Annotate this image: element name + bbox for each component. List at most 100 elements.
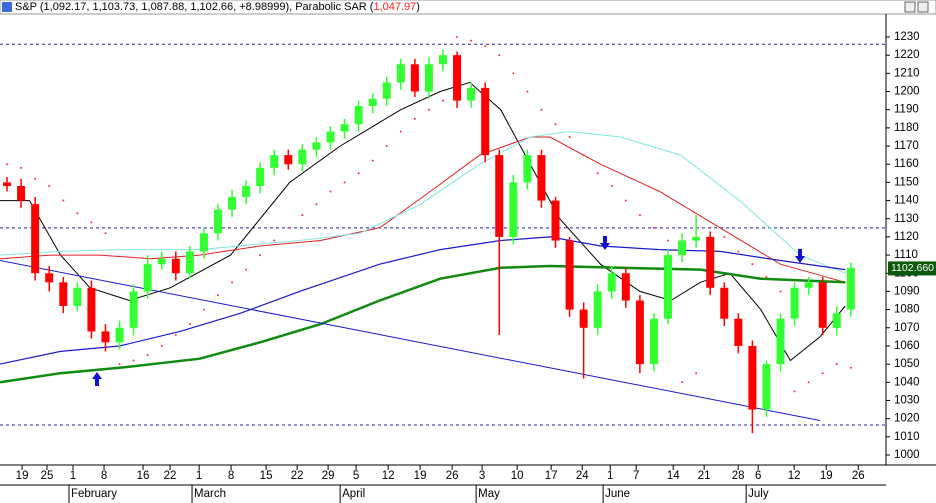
sar-dot — [245, 268, 248, 271]
sar-dot — [216, 294, 219, 297]
x-tick-label: 12 — [788, 470, 801, 482]
candle-body — [270, 155, 279, 168]
x-tick-label: 12 — [382, 470, 395, 482]
candle-body — [396, 64, 405, 83]
sar-dot — [765, 275, 768, 278]
sar-dot — [343, 181, 346, 184]
sar-dot — [6, 163, 9, 166]
sar-dot — [62, 199, 65, 202]
sar-dot — [146, 354, 149, 357]
candle-body — [734, 318, 743, 346]
month-label: May — [478, 488, 500, 500]
x-tick-label: 6 — [755, 470, 761, 482]
sar-dot — [526, 90, 529, 93]
sar-dot — [329, 190, 332, 193]
down-arrow — [795, 249, 805, 263]
candle-body — [171, 258, 180, 274]
candle-body — [720, 287, 729, 319]
candle-body — [424, 64, 433, 92]
x-tick-label: 14 — [667, 470, 680, 482]
sar-dot — [484, 45, 487, 48]
candle-body — [242, 186, 251, 197]
candle-body — [59, 282, 68, 306]
x-tick-label: 26 — [852, 470, 865, 482]
x-tick-label: 22 — [164, 470, 177, 482]
sar-dot — [34, 177, 37, 180]
sar-dot — [807, 381, 810, 384]
candle-body — [31, 204, 40, 274]
candle-body — [45, 273, 54, 283]
sar-dot — [427, 108, 430, 111]
candle-body — [635, 300, 644, 365]
candle-body — [101, 331, 110, 343]
month-label: June — [605, 488, 630, 500]
sar-dot — [568, 135, 571, 138]
candle-body — [213, 209, 222, 234]
x-tick-label: 8 — [101, 470, 107, 482]
sar-dot — [737, 250, 740, 253]
scroll-down-button[interactable] — [917, 1, 929, 13]
moving-average-line — [0, 236, 846, 365]
sar-dot — [413, 117, 416, 120]
candle-body — [537, 155, 546, 201]
up-arrow — [92, 372, 102, 386]
candle-body — [523, 155, 532, 183]
sar-dot — [596, 172, 599, 175]
trend-line — [0, 260, 820, 421]
marks — [0, 35, 886, 434]
moving-average-line — [0, 130, 846, 274]
sar-dot — [554, 123, 557, 126]
candle-body — [495, 155, 504, 237]
x-tick-label: 3 — [479, 470, 485, 482]
candle-body — [256, 167, 265, 187]
candle-body — [87, 287, 96, 332]
y-tick-label: 1110 — [894, 249, 918, 261]
sar-dot — [667, 239, 670, 242]
candle-body — [143, 264, 152, 292]
candle-body — [467, 87, 476, 101]
candle-body — [509, 182, 518, 237]
sar-dot — [470, 39, 473, 42]
sar-dot — [371, 159, 374, 162]
x-tick-label: 8 — [228, 470, 234, 482]
y-tick-label: 1150 — [894, 176, 919, 188]
x-tick-label: 19 — [414, 470, 427, 482]
y-tick-label: 1070 — [894, 322, 920, 334]
candle-body — [706, 236, 715, 288]
candle-body — [818, 282, 827, 328]
sar-dot — [315, 203, 318, 206]
title-bar — [0, 0, 936, 15]
sar-dot — [751, 263, 754, 266]
sar-dot — [835, 363, 838, 366]
candle-body — [3, 182, 12, 187]
candle-body — [565, 240, 574, 310]
sar-dot — [793, 390, 796, 393]
sar-dot — [160, 344, 163, 347]
sar-dot — [357, 172, 360, 175]
y-tick-label: 1010 — [894, 431, 920, 443]
x-tick-label: 29 — [322, 470, 335, 482]
candle-body — [439, 55, 447, 65]
sar-dot — [231, 281, 234, 284]
x-tick-label: 7 — [633, 470, 639, 482]
candle-body — [846, 267, 855, 310]
scroll-up-button[interactable] — [904, 1, 916, 13]
y-tick-label: 1130 — [894, 213, 919, 225]
candle-body — [790, 287, 799, 319]
sar-dot — [849, 366, 852, 369]
y-tick-label: 1030 — [894, 395, 920, 407]
candle-body — [199, 233, 208, 252]
sar-dot — [681, 381, 684, 384]
x-tick-label: 26 — [446, 470, 459, 482]
candle-body — [621, 273, 630, 301]
sar-dot — [118, 363, 121, 366]
sar-dot — [610, 185, 613, 188]
candle-body — [593, 291, 602, 328]
candle-body — [326, 131, 335, 143]
sar-dot — [259, 254, 262, 257]
candle-body — [832, 313, 841, 328]
y-tick-label: 1200 — [894, 86, 920, 98]
candle-body — [284, 155, 293, 165]
y-tick-label: 1120 — [894, 231, 919, 243]
